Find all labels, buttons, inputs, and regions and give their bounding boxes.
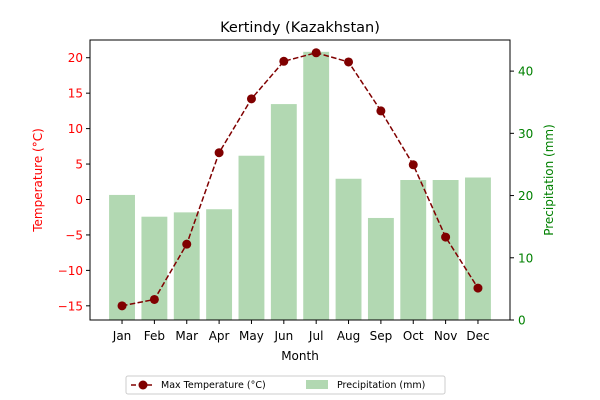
right-tick-label: 20: [518, 189, 533, 203]
precipitation-bar-oct: [400, 180, 427, 320]
x-tick-label: Mar: [175, 329, 198, 343]
plot-frame: [89, 39, 511, 321]
precipitation-bar-jun: [270, 104, 297, 320]
legend-frame: [125, 375, 446, 395]
temperature-point-aug: [344, 57, 354, 67]
temperature-point-mar: [182, 239, 192, 249]
temperature-point-jan: [117, 301, 127, 311]
left-tick-label: 5: [75, 158, 83, 172]
precipitation-bar-may: [238, 155, 265, 320]
legend: Max Temperature (°C) Precipitation (mm): [125, 375, 446, 395]
right-axis: 0 10 20 30 40: [510, 65, 533, 328]
temperature-point-jun: [279, 56, 289, 66]
precipitation-bar-jul: [303, 51, 330, 320]
left-tick-label: 10: [68, 122, 83, 136]
temperature-point-dec: [473, 283, 483, 293]
x-tick-label: Apr: [209, 329, 230, 343]
left-tick-label: 20: [68, 51, 83, 65]
left-axis-label: Temperature (°C): [31, 128, 45, 233]
right-tick-label: 30: [518, 127, 533, 141]
right-tick-label: 0: [518, 314, 526, 328]
legend-bar-swatch: [306, 380, 328, 389]
temperature-point-oct: [408, 160, 418, 170]
precipitation-bar-apr: [206, 209, 233, 320]
x-tick-label: May: [239, 329, 264, 343]
x-axis: Jan Feb Mar Apr May Jun Jul Aug Sep Oct Nov Dec: [112, 320, 490, 343]
chart-title: Kertindy (Kazakhstan): [220, 20, 380, 36]
legend-entry-precipitation: Precipitation (mm): [337, 380, 425, 391]
left-tick-label: −5: [65, 228, 83, 242]
temperature-line-path: [121, 51, 479, 307]
precipitation-bar-dec: [465, 177, 491, 320]
x-tick-label: Aug: [337, 329, 360, 343]
precipitation-bar-aug: [335, 178, 362, 320]
temperature-point-sep: [376, 106, 386, 116]
precipitation-bar-sep: [367, 217, 394, 320]
left-axis: −15 −10 −5 0 5 10 15 20: [58, 51, 90, 313]
left-tick-label: 15: [68, 87, 83, 101]
temperature-point-apr: [214, 148, 224, 158]
x-tick-label: Jun: [273, 329, 293, 343]
x-tick-label: Oct: [403, 329, 424, 343]
temperature-point-feb: [149, 294, 159, 304]
legend-marker-swatch: [138, 380, 148, 390]
x-tick-label: Dec: [466, 329, 489, 343]
temperature-point-may: [246, 94, 256, 104]
precipitation-bar-mar: [173, 212, 200, 320]
precipitation-bar-feb: [141, 216, 168, 320]
temperature-line: [117, 48, 483, 311]
x-tick-label: Feb: [144, 329, 165, 343]
right-axis-label: Precipitation (mm): [542, 124, 556, 236]
x-tick-label: Jul: [308, 329, 323, 343]
temperature-point-jul: [311, 48, 321, 58]
x-axis-label: Month: [281, 349, 319, 363]
precipitation-bars: [109, 51, 491, 320]
left-tick-label: −10: [58, 264, 83, 278]
temperature-point-nov: [441, 232, 451, 242]
x-tick-label: Sep: [370, 329, 393, 343]
precipitation-bar-jan: [109, 194, 135, 320]
right-tick-label: 10: [518, 251, 533, 265]
x-tick-label: Jan: [112, 329, 132, 343]
legend-entry-temperature: Max Temperature (°C): [161, 380, 266, 391]
left-tick-label: 0: [75, 193, 83, 207]
right-tick-label: 40: [518, 65, 533, 79]
x-tick-label: Nov: [434, 329, 457, 343]
left-tick-label: −15: [58, 299, 83, 313]
